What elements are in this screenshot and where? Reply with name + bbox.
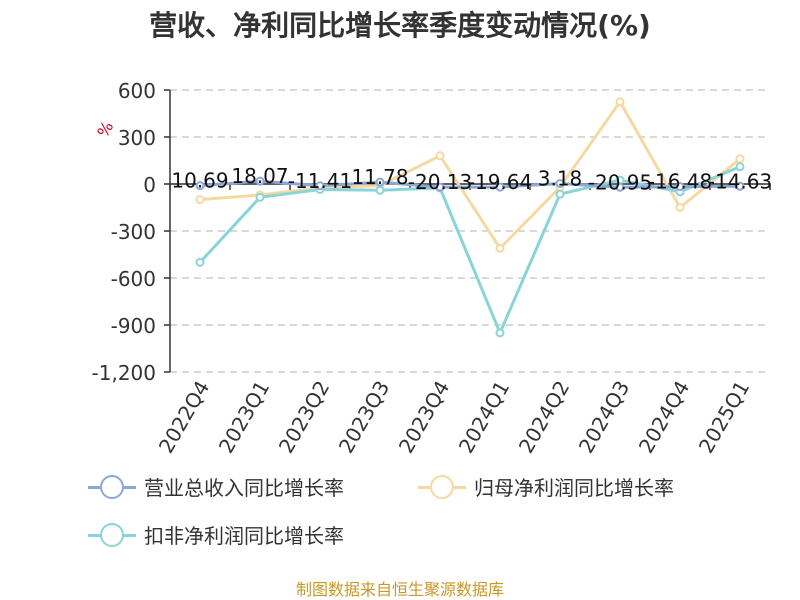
data-label: -19.64 [468,170,532,194]
data-point [375,177,385,187]
data-source-note: 制图数据来自恒生聚源数据库 [295,580,504,599]
y-tick-label: 0 [143,173,156,197]
y-tick-label: -1,200 [92,361,156,385]
data-point [555,179,565,189]
chart-title: 营收、净利同比增长率季度变动情况(%) [149,9,651,42]
data-point [615,97,625,107]
data-label: -20.13 [408,170,472,194]
legend-label-revenue: 营业总收入同比增长率 [144,476,344,500]
y-tick-label: -600 [111,267,156,291]
data-point [735,154,745,164]
data-label: 11.78 [351,165,408,189]
data-point [735,162,745,172]
data-point [495,328,505,338]
data-point [495,243,505,253]
data-point [195,195,205,205]
data-point [255,176,265,186]
x-tick-label: 2023Q4 [394,377,454,458]
data-label: 3.18 [538,167,583,191]
x-tick-label: 2022Q4 [154,377,214,458]
data-point [255,192,265,202]
legend-swatch-revenue [88,474,136,499]
x-tick-label: 2023Q2 [274,377,334,458]
data-label: 18.07 [231,164,288,188]
legend-item-deducted-profit[interactable]: 扣非净利润同比增长率 [88,520,344,549]
x-tick-label: 2024Q2 [514,377,574,458]
legend-label-deducted-profit: 扣非净利润同比增长率 [144,524,344,548]
data-point [195,181,205,191]
legend-item-revenue[interactable]: 营业总收入同比增长率 [88,472,344,501]
data-point [315,181,325,191]
data-point [675,203,685,212]
data-label: -16.48 [648,170,712,194]
series-line [199,98,741,251]
series-line [199,179,741,189]
data-point [675,182,685,192]
x-tick-label: 2023Q1 [214,377,274,458]
legend-swatch-deducted-profit [88,522,136,547]
data-label: -11.41 [288,169,352,193]
y-tick-label: 300 [118,126,156,150]
x-tick-label: 2024Q4 [634,377,694,458]
data-point [195,257,205,267]
data-point [615,182,625,192]
data-label: -14.63 [708,169,772,193]
x-tick-label: 2024Q1 [454,377,514,458]
x-tick-label: 2023Q3 [334,377,394,458]
data-point [495,182,505,192]
legend-label-net-profit: 归母净利润同比增长率 [474,476,674,500]
data-point [735,181,745,191]
data-point [555,189,565,199]
legend-swatch-net-profit [418,474,466,499]
x-tick-label: 2025Q1 [694,377,754,458]
data-point [375,185,385,195]
data-label: 10.69 [171,169,228,193]
y-tick-label: 600 [118,79,156,103]
data-point [435,151,445,161]
y-tick-label: -900 [111,314,156,338]
x-tick-label: 2024Q3 [574,377,634,458]
legend-item-net-profit[interactable]: 归母净利润同比增长率 [418,472,674,501]
y-tick-label: -300 [111,220,156,244]
y-axis-unit-label: % [93,118,117,141]
data-label: -20.95 [588,170,652,194]
data-point [435,182,445,192]
